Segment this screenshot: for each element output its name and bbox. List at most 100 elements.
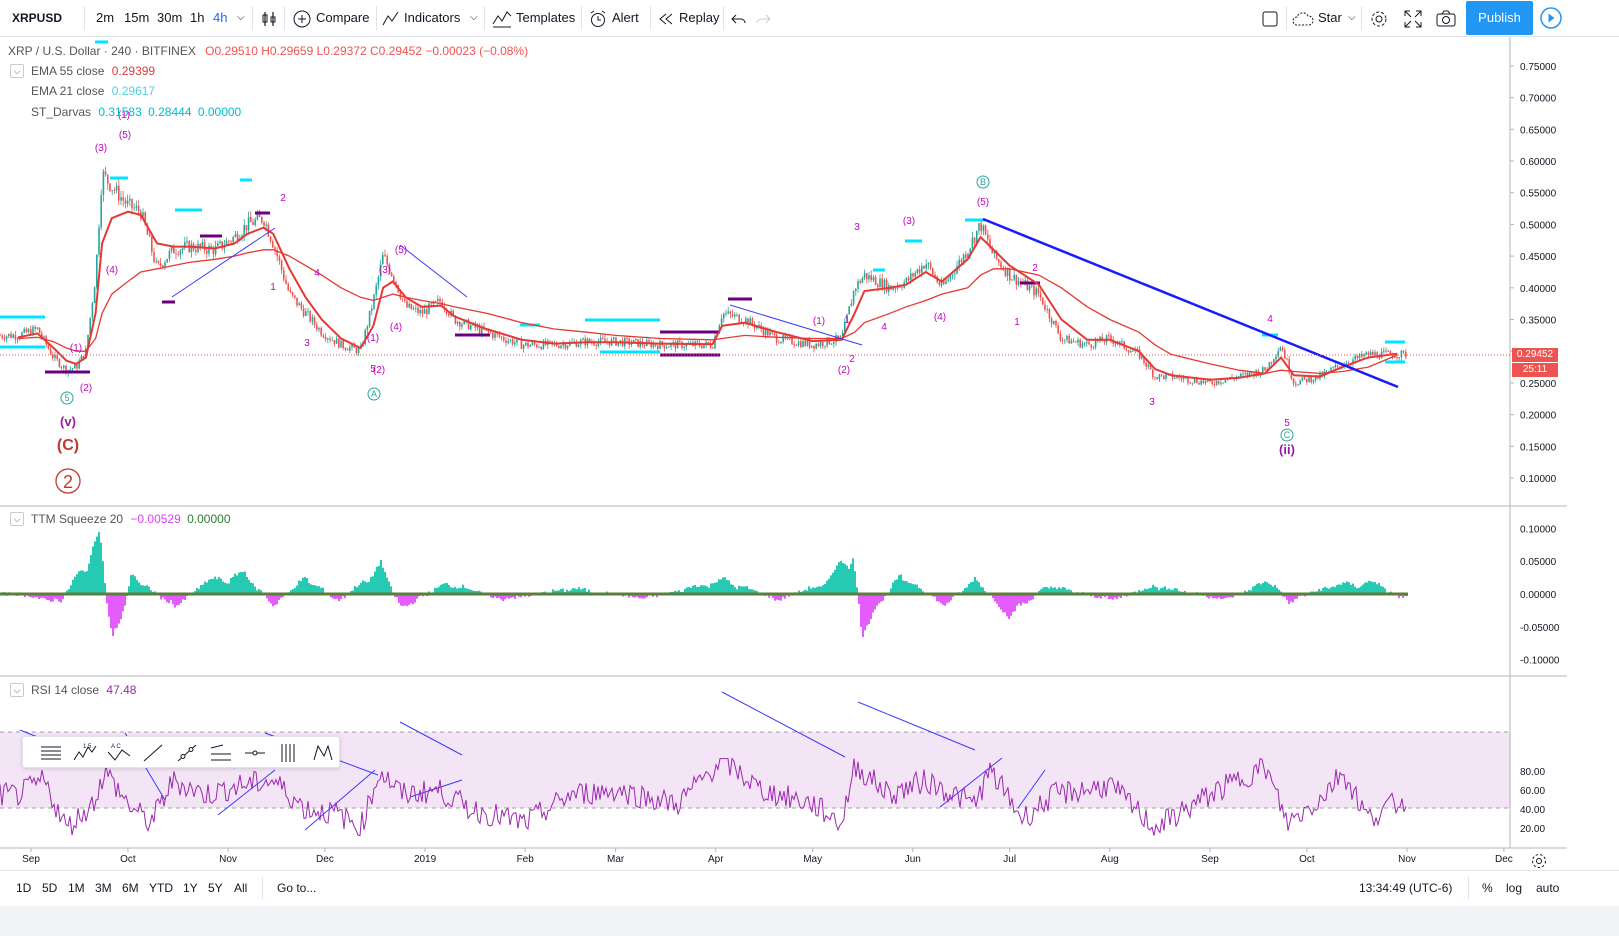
select-rectangle-icon[interactable] <box>1261 0 1279 36</box>
play-icon[interactable] <box>1537 4 1565 32</box>
interval-4h[interactable]: 4h <box>213 10 228 25</box>
ttm-bar <box>552 589 554 594</box>
candle-body <box>234 233 237 237</box>
candle-body <box>210 245 212 248</box>
candle-body <box>608 342 611 346</box>
fullscreen-icon[interactable] <box>1404 0 1422 36</box>
interval-15m[interactable]: 15m <box>124 10 150 25</box>
range-1m[interactable]: 1M <box>68 881 85 895</box>
redo-icon[interactable] <box>755 0 771 36</box>
candle-body <box>410 303 413 310</box>
range-3m[interactable]: 3M <box>95 881 112 895</box>
trendline-icon[interactable] <box>139 740 167 766</box>
ttm-legend[interactable]: TTM Squeeze 20 −0.00529 0.00000 <box>31 511 231 527</box>
percent-scale-toggle[interactable]: % <box>1482 881 1493 895</box>
indicators-icon[interactable] <box>382 0 400 36</box>
ttm-bar <box>1150 587 1152 594</box>
candle-body <box>1363 354 1365 357</box>
wave-circle-labels[interactable]: 5 A B C 2 <box>55 175 1294 494</box>
interval-1h[interactable]: 1h <box>190 10 205 25</box>
ttm-bar <box>400 594 402 606</box>
candle-body <box>808 340 811 348</box>
symbol-search[interactable]: XRPUSD <box>12 11 63 25</box>
candle-body <box>802 340 804 348</box>
ttm-axis[interactable]: 0.10000 0.05000 0.00000 -0.05000 -0.10000 <box>1520 524 1560 666</box>
candle-body <box>1138 349 1141 359</box>
parallel-channel-icon[interactable] <box>207 740 235 766</box>
candle-body <box>1097 340 1099 342</box>
range-6m[interactable]: 6M <box>122 881 139 895</box>
candle-body <box>659 341 661 349</box>
candle-body <box>965 254 967 258</box>
range-1y[interactable]: 1Y <box>183 881 198 895</box>
indicators-button[interactable]: Indicators <box>404 10 461 25</box>
alarm-clock-icon[interactable] <box>589 0 607 36</box>
templates-button[interactable]: Templates <box>516 10 576 25</box>
undo-icon[interactable] <box>731 0 747 36</box>
candle-body <box>657 345 659 349</box>
horizontal-ray-icon[interactable] <box>241 740 269 766</box>
interval-dropdown-chevron-icon[interactable]: ⌵ <box>237 12 245 23</box>
clock-timezone[interactable]: 13:34:49 (UTC-6) <box>1359 881 1453 895</box>
publish-button[interactable]: Publish <box>1466 1 1533 35</box>
replay-button[interactable]: Replay <box>679 10 720 25</box>
rsi-legend[interactable]: RSI 14 close 47.48 <box>31 682 136 698</box>
star-layout-button[interactable]: Star <box>1318 10 1342 25</box>
ttm-bar <box>1116 594 1118 600</box>
ema55-legend[interactable]: EMA 55 close 0.29399 <box>31 63 155 79</box>
axis-gear-icon[interactable] <box>1530 852 1548 870</box>
elliott-correction-icon[interactable]: A C <box>105 740 133 766</box>
layout-chevron-icon[interactable]: ⌵ <box>1348 12 1356 23</box>
chart-area[interactable]: 0.75000 0.70000 0.65000 0.60000 0.55000 0.500… <box>0 37 1619 870</box>
chart-canvas[interactable]: 0.75000 0.70000 0.65000 0.60000 0.55000 0.500… <box>0 37 1619 870</box>
templates-icon[interactable] <box>492 0 512 36</box>
range-5d[interactable]: 5D <box>42 881 58 895</box>
candle-body <box>1077 339 1079 343</box>
range-5y[interactable]: 5Y <box>208 881 223 895</box>
time-axis[interactable]: Sep Oct Nov Dec 2019 Feb Mar Apr May Jun Jul Aug Sep… <box>22 848 1513 865</box>
ttm-bar <box>280 594 282 598</box>
auto-scale-toggle[interactable]: auto <box>1536 881 1560 895</box>
cloud-icon[interactable] <box>1292 0 1314 36</box>
drawing-toolbar[interactable]: 1 5 A C <box>22 736 340 768</box>
indicators-chevron-icon[interactable]: ⌵ <box>470 12 478 23</box>
chart-legend[interactable]: XRP / U.S. Dollar · 240 · BITFINEX O0.29… <box>8 43 528 59</box>
trendlines[interactable] <box>171 217 1399 389</box>
ttm-bar <box>832 572 834 594</box>
ttm-bar <box>1024 594 1026 604</box>
pattern-tool-icon[interactable] <box>309 740 337 766</box>
rsi-axis[interactable]: 80.00 60.00 40.00 20.00 <box>1520 767 1545 835</box>
collapse-indicators-chevron-icon[interactable]: ⌵ <box>10 64 24 78</box>
time-axis-label: Oct <box>120 854 136 865</box>
ema21-legend[interactable]: EMA 21 close 0.29617 <box>31 83 155 99</box>
ray-icon[interactable] <box>173 740 201 766</box>
goto-date-button[interactable]: Go to... <box>277 881 317 895</box>
compare-plus-icon[interactable] <box>293 0 311 36</box>
camera-icon[interactable] <box>1436 0 1456 36</box>
gear-icon[interactable] <box>1369 0 1389 36</box>
ttm-bar <box>138 582 140 594</box>
collapse-ttm-chevron-icon[interactable]: ⌵ <box>10 512 24 526</box>
interval-30m[interactable]: 30m <box>157 10 183 25</box>
compare-button[interactable]: Compare <box>316 10 370 25</box>
range-all[interactable]: All <box>234 881 248 895</box>
wave-labels[interactable]: (5) (3) (1) (4) (1) (2) 2 1 4 3 (3) (5) (4) (1) (2… <box>57 110 1295 457</box>
elliott-impulse-icon[interactable]: 1 5 <box>71 740 99 766</box>
candle-body <box>954 273 956 275</box>
darvas-legend[interactable]: ST_Darvas 0.31583 0.28444 0.00000 <box>31 104 241 120</box>
alert-button[interactable]: Alert <box>612 10 639 25</box>
vertical-lines-icon[interactable] <box>275 740 303 766</box>
price-axis[interactable]: 0.75000 0.70000 0.65000 0.60000 0.55000 0.500… <box>1510 62 1557 485</box>
ttm-bar <box>496 594 498 599</box>
candle-body <box>872 277 875 281</box>
ttm-bar <box>1000 594 1002 610</box>
range-ytd[interactable]: YTD <box>149 881 173 895</box>
replay-rewind-icon[interactable] <box>658 0 674 36</box>
collapse-rsi-chevron-icon[interactable]: ⌵ <box>10 683 24 697</box>
interval-2m[interactable]: 2m <box>96 10 115 25</box>
log-scale-toggle[interactable]: log <box>1506 881 1523 895</box>
range-1d[interactable]: 1D <box>16 881 32 895</box>
candles-icon[interactable] <box>261 0 277 36</box>
horizontal-lines-icon[interactable] <box>37 740 65 766</box>
candle-body <box>1015 274 1018 285</box>
